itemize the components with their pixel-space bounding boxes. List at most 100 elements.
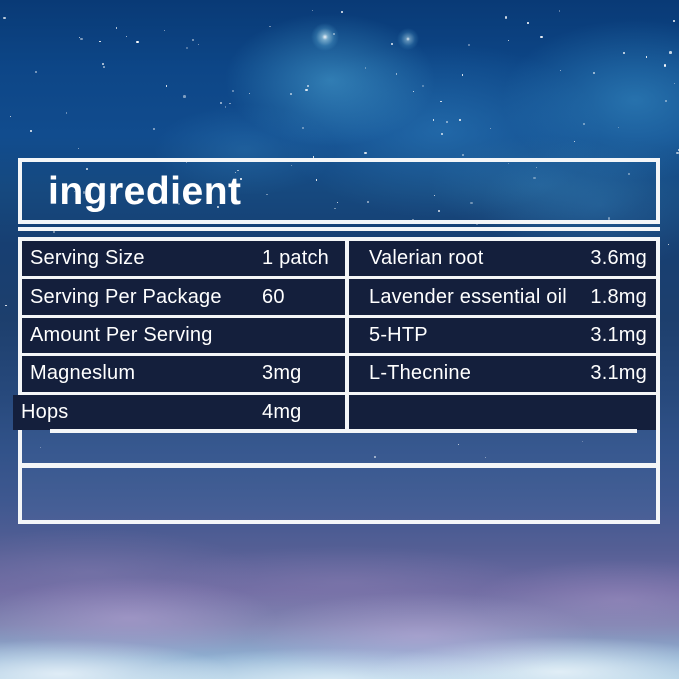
star-dot (540, 35, 543, 38)
star-dot (102, 63, 105, 65)
star-dot (153, 128, 156, 131)
star-dot (507, 163, 509, 165)
star-dot (433, 194, 436, 197)
star-dot (79, 36, 81, 38)
star-dot (470, 201, 473, 205)
star-dot (302, 127, 305, 130)
table-row: Magneslum 3mg (22, 356, 345, 395)
star-dot (290, 164, 293, 167)
star-dot (467, 43, 471, 47)
row-value: 3.6mg (590, 247, 647, 270)
star-dot (306, 84, 310, 88)
star-dot (237, 169, 239, 172)
star-dot (668, 244, 670, 246)
star-dot (336, 202, 338, 204)
row-label: Lavender essential oil (369, 285, 567, 308)
star-dot (458, 118, 461, 121)
star-dot (341, 10, 344, 14)
star-dot (240, 178, 243, 181)
star-dot (65, 112, 68, 114)
star-dot (216, 206, 219, 208)
table-row: Lavender essential oil 1.8mg (349, 279, 656, 318)
table-row: Serving Per Package 60 (22, 279, 345, 318)
star-dot (582, 122, 585, 126)
row-value: 1.8mg (590, 285, 647, 308)
star-dot (219, 102, 222, 104)
star-dot (73, 190, 75, 192)
table-row: Valerian root 3.6mg (349, 241, 656, 280)
star-dot (266, 193, 269, 196)
star-dot (162, 199, 165, 202)
star-dot (99, 207, 102, 209)
star-dot (458, 443, 460, 445)
star-dot (110, 196, 112, 198)
star-dot (186, 46, 189, 49)
title-box: ingredient (18, 158, 660, 224)
star-dot (165, 85, 168, 87)
star-dot (433, 119, 435, 121)
row-label: L-Thecnine (369, 362, 472, 385)
star-dot (533, 176, 536, 179)
column-divider (345, 241, 349, 432)
star-dot (163, 29, 165, 31)
star-dot (191, 38, 194, 42)
star-dot (333, 33, 335, 35)
star-dot (185, 162, 187, 164)
table-row: Serving Size 1 patch (22, 241, 345, 280)
star-dot (5, 304, 7, 307)
star-dot (34, 70, 37, 73)
star-dot (136, 40, 139, 43)
star-dot (305, 88, 308, 92)
star-dot (315, 179, 318, 182)
star-dot (504, 16, 508, 19)
star-dot (98, 209, 100, 211)
star-dot (80, 37, 83, 40)
star-dot (673, 82, 675, 84)
star-dot (39, 446, 41, 448)
row-label: Amount Per Serving (30, 324, 213, 347)
star-dot (229, 102, 231, 105)
row-label: Valerian root (369, 247, 484, 270)
ingredients-column-right: Valerian root 3.6mg Lavender essential o… (349, 241, 656, 431)
star-dot (527, 22, 529, 24)
row-label: Magneslum (30, 362, 136, 385)
row-value: 3.1mg (590, 362, 647, 385)
star-dot (364, 151, 367, 154)
table-row: Amount Per Serving (22, 317, 345, 357)
star-dot (665, 99, 668, 102)
star-dot (224, 106, 226, 108)
star-dot (3, 16, 6, 19)
star-dot (395, 73, 398, 75)
star-dot (62, 189, 65, 193)
row-value: 4mg (262, 400, 302, 423)
page-title: ingredient (48, 169, 242, 213)
star-dot (438, 209, 441, 212)
star-dot (10, 116, 12, 118)
star-dot (29, 129, 33, 132)
star-dot (334, 207, 336, 210)
star-dot (421, 85, 424, 87)
star-dot (663, 64, 666, 67)
star-dot (126, 36, 128, 38)
star-dot (672, 19, 675, 22)
separator-line (18, 227, 660, 231)
star-dot (77, 147, 80, 150)
row-label: 5-HTP (369, 324, 428, 347)
row-value: 1 patch (262, 247, 330, 270)
table-row-empty (349, 394, 656, 431)
star-dot (231, 89, 235, 92)
star-dot (374, 456, 376, 458)
star-dot (234, 171, 237, 174)
ingredients-frame: Serving Size 1 patch Serving Per Package… (13, 237, 660, 524)
star-dot (249, 92, 251, 94)
star-dot (85, 167, 88, 170)
star-dot (82, 191, 86, 194)
star-dot (210, 200, 212, 202)
star-dot (99, 40, 101, 42)
star-dot (268, 25, 271, 28)
star-dot (186, 202, 188, 204)
star-dot (462, 153, 465, 156)
star-dot (198, 43, 200, 45)
